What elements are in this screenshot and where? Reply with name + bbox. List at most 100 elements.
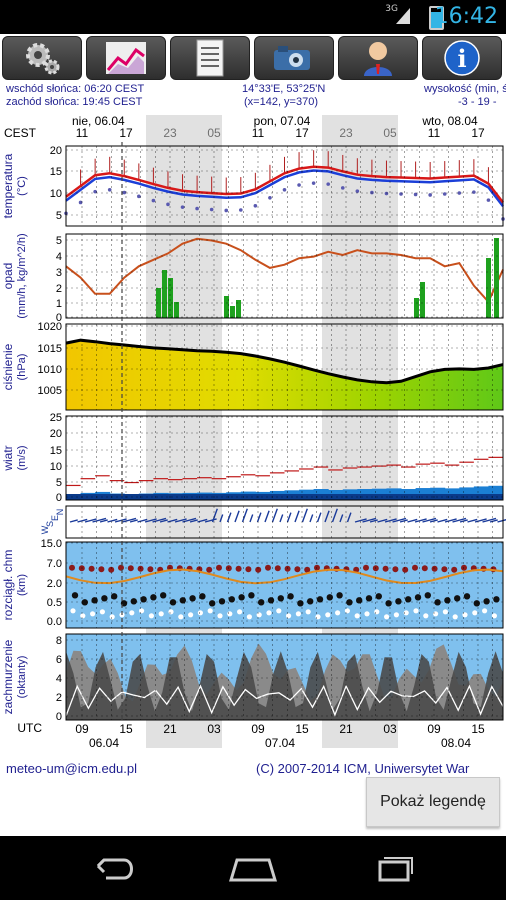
y-tick-label: 2 [56, 283, 62, 295]
sunrise: wschód słońca: 06:20 CEST [6, 83, 145, 95]
footer: meteo-um@icm.edu.pl (C) 2007-2014 ICM, U… [0, 757, 506, 827]
wind-direction-arrow [77, 518, 88, 523]
show-legend-button[interactable]: Pokaż legendę [366, 777, 500, 827]
low-cloud-dot [442, 609, 448, 615]
precip-bar [414, 298, 419, 318]
user-icon [364, 42, 392, 76]
cloud-base-dot [81, 599, 89, 606]
cloud-base-dot [287, 593, 294, 600]
cloud-top-dot [431, 565, 438, 572]
cloud-base-dot [434, 599, 441, 606]
panel-label: wiatr [1, 445, 15, 471]
temp-point [413, 192, 418, 197]
temp-point [384, 191, 389, 196]
meteogram: CEST 11172305111723051117 nie, 06.04pon,… [0, 110, 506, 755]
y-tick-label: 15 [50, 445, 62, 457]
precip-bar [236, 300, 241, 318]
cloud-top-dot [451, 566, 458, 573]
info-button[interactable]: i [422, 36, 502, 80]
cloud-base-dot [444, 597, 451, 604]
cloud-base-dot [150, 594, 157, 601]
cloud-base-dot [405, 596, 412, 603]
low-cloud-dot [315, 614, 321, 620]
low-cloud-dot [168, 609, 174, 615]
cloud-base-dot [160, 592, 167, 599]
low-cloud-dot [482, 608, 488, 614]
panel-unit: (°C) [16, 176, 28, 196]
precip-bar [224, 296, 229, 318]
low-cloud-dot [109, 614, 115, 620]
cloud-base-dot [71, 592, 79, 599]
wind-direction-arrow [429, 519, 438, 523]
low-cloud-dot [423, 613, 429, 619]
low-cloud-dot [148, 613, 154, 619]
wind-direction-arrow [92, 517, 107, 523]
camera-button[interactable] [254, 36, 334, 80]
panel-grid [66, 542, 503, 628]
cloud-base-dot [218, 598, 226, 605]
contact-email[interactable]: meteo-um@icm.edu.pl [6, 761, 137, 776]
wind-direction-arrow [414, 518, 427, 523]
document-button[interactable] [170, 36, 250, 80]
cloud-base-dot [238, 594, 245, 601]
wind-direction-arrow [339, 514, 344, 523]
low-cloud-dot [354, 613, 360, 619]
bottom-hour-label: 21 [339, 722, 353, 736]
low-cloud-dot [237, 609, 243, 615]
svg-text:i: i [457, 44, 466, 73]
wind-direction-arrow [489, 519, 498, 523]
cloud-base-dot [267, 597, 275, 604]
cloud-top-dot [294, 566, 301, 573]
back-icon[interactable] [84, 852, 140, 884]
navigation-bar [0, 836, 506, 900]
low-cloud-dot [178, 614, 184, 620]
wind-direction-arrow [129, 519, 138, 523]
y-tick-label: 2.0 [47, 578, 62, 590]
height-label: wysokość (min, ś [424, 83, 506, 95]
cloud-base-dot [277, 595, 284, 602]
low-cloud-dot [384, 614, 390, 620]
low-cloud-dot [80, 613, 86, 619]
temp-point [93, 189, 97, 194]
low-cloud-dot [70, 608, 76, 614]
cloud-base-dot [356, 597, 363, 604]
cloud-base-dot [326, 594, 333, 601]
precip-bar [168, 278, 173, 318]
wind-direction-arrow [384, 518, 397, 523]
user-button[interactable] [338, 36, 418, 80]
signal-icon [396, 8, 410, 24]
low-cloud-dot [286, 613, 292, 619]
y-tick-label: 1020 [38, 321, 62, 333]
bottom-day-label: 06.04 [89, 736, 119, 750]
panel-frame [65, 233, 504, 319]
precip-bar [230, 306, 235, 318]
settings-button[interactable] [2, 36, 82, 80]
wind-direction-arrow [346, 512, 352, 523]
document-icon [196, 39, 224, 77]
temp-point [370, 190, 374, 195]
temp-point [180, 205, 185, 209]
cloud-base-dot [365, 595, 373, 602]
coordinates: 14°33'E, 53°25'N [242, 83, 326, 95]
top-hour-label: 17 [471, 126, 485, 140]
visibility-line [65, 568, 504, 585]
home-icon[interactable] [225, 852, 281, 884]
low-cloud-dot [462, 612, 468, 618]
wind-direction-arrow [309, 514, 314, 523]
cloud-base-dot [130, 598, 137, 605]
recent-apps-icon[interactable] [366, 852, 422, 884]
cloud-base-dot [493, 596, 500, 603]
bottom-hour-label: 15 [295, 722, 309, 736]
cloud-top-dot [147, 566, 154, 573]
wind-direction-arrow [444, 518, 457, 523]
meteogram-button[interactable] [86, 36, 166, 80]
top-day-label: nie, 06.04 [72, 114, 125, 128]
panel-frame [65, 323, 504, 411]
temp-point [340, 186, 345, 190]
temp-point [239, 208, 243, 212]
cloud-top-dot [363, 564, 369, 571]
low-cloud-dot [217, 613, 223, 619]
cloud-base-dot [248, 592, 255, 599]
wind-direction-arrow [137, 518, 148, 523]
temp-point [137, 194, 141, 199]
